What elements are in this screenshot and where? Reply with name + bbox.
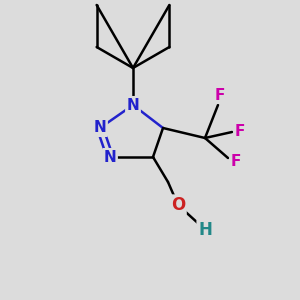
Text: N: N: [127, 98, 140, 112]
Text: N: N: [103, 149, 116, 164]
Text: H: H: [198, 221, 212, 239]
Text: F: F: [235, 124, 245, 140]
Text: F: F: [231, 154, 241, 169]
Text: N: N: [94, 121, 106, 136]
Text: O: O: [171, 196, 185, 214]
Text: F: F: [215, 88, 225, 103]
